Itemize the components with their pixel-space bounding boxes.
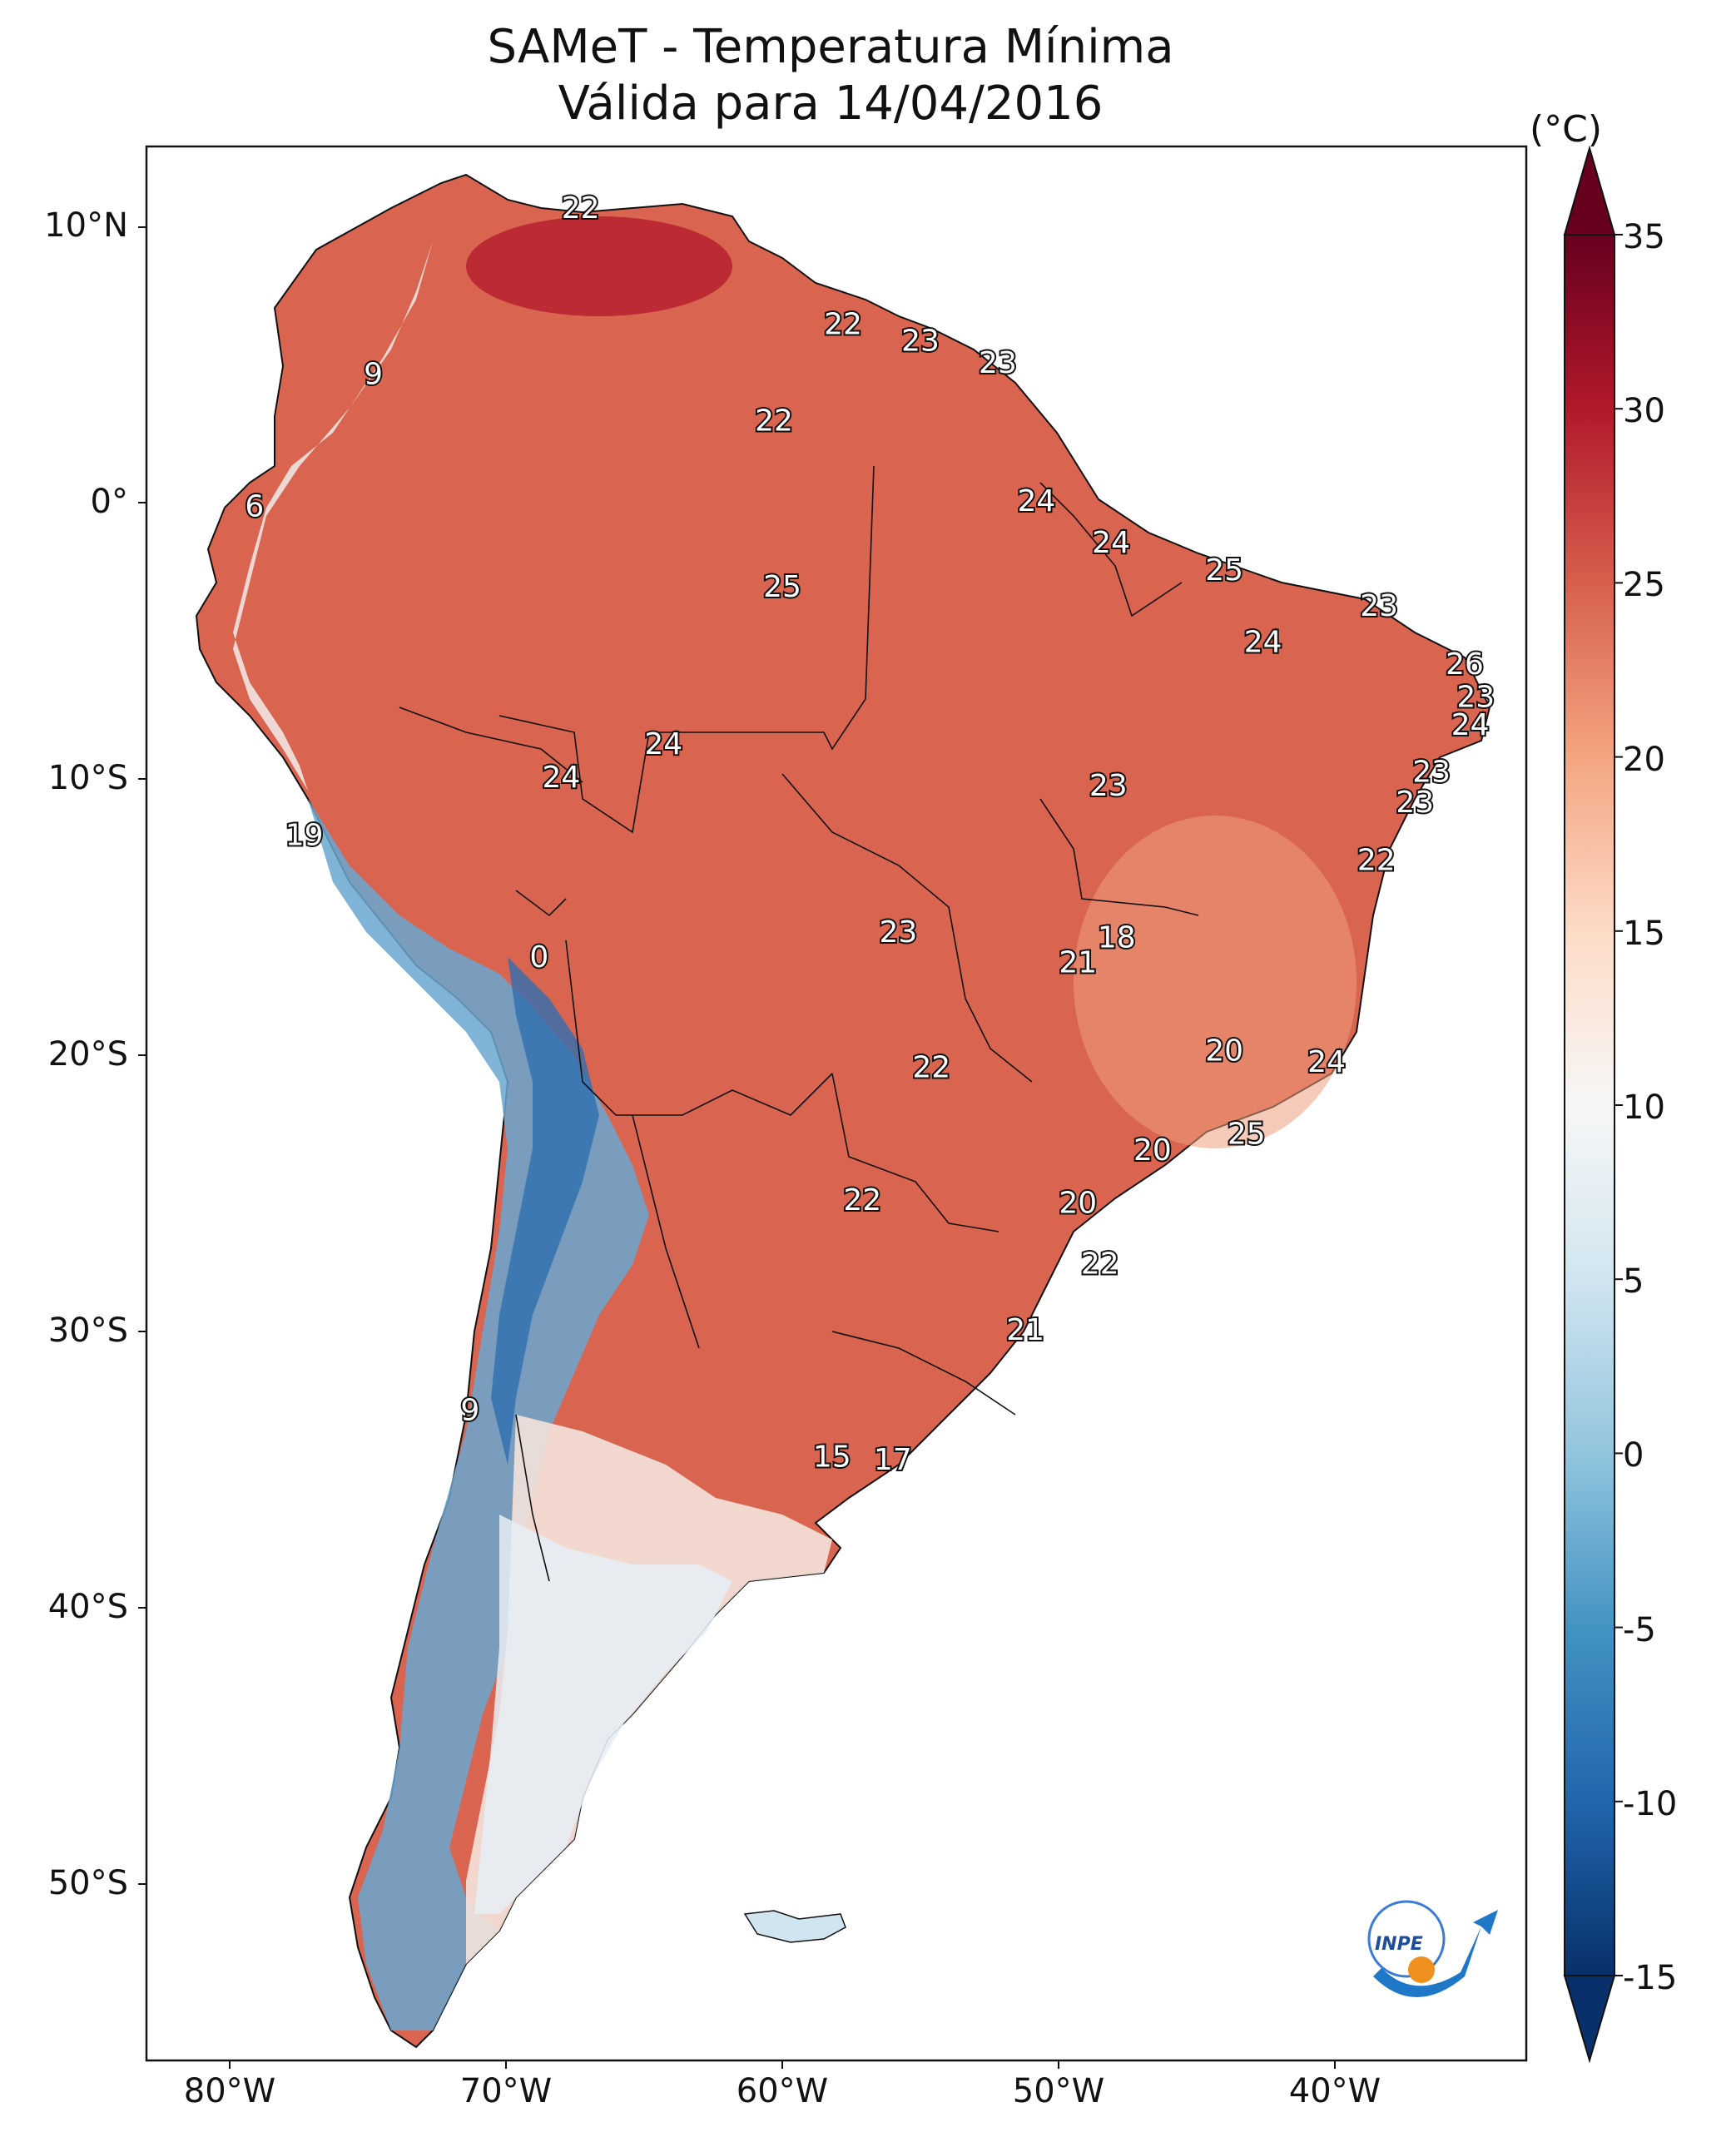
station-temperature-label: 22	[912, 1051, 950, 1085]
station-temperature-label: 23	[979, 346, 1017, 380]
colorbar-unit: (°C)	[1530, 108, 1603, 151]
lat-label-30s: 30°S	[47, 1312, 128, 1350]
colorbar-label: -15	[1623, 1959, 1678, 1997]
logo-text: INPE	[1375, 1934, 1423, 1955]
lat-label-20s: 20°S	[47, 1035, 128, 1074]
figure-title: SAMeT - Temperatura Mínima	[487, 20, 1174, 74]
colorbar-label: 35	[1623, 218, 1665, 256]
lon-label-80w: 80°W	[183, 2072, 276, 2110]
station-temperature-label: 23	[1089, 769, 1128, 803]
lon-label-60w: 60°W	[736, 2072, 829, 2110]
station-temperature-label: 21	[1006, 1313, 1044, 1347]
hot-north-region	[466, 216, 732, 316]
station-temperature-label: 24	[542, 761, 580, 795]
station-temperature-label: 22	[562, 191, 600, 226]
station-temperature-label: 24	[1307, 1045, 1346, 1079]
station-temperature-label: 22	[1081, 1247, 1119, 1281]
falkland-islands	[743, 1910, 846, 1943]
station-temperature-label: 20	[1205, 1034, 1243, 1069]
colorbar-label: 5	[1623, 1262, 1644, 1301]
lat-label-10s: 10°S	[47, 759, 128, 797]
station-temperature-label: 9	[460, 1393, 479, 1427]
station-temperature-label: 20	[1133, 1133, 1172, 1168]
inpe-logo: INPE	[1367, 1900, 1498, 1997]
andes-core	[491, 957, 599, 1465]
station-temperature-label: 23	[1456, 681, 1495, 715]
station-temperature-label: 22	[843, 1183, 881, 1217]
station-temperature-label: 20	[1059, 1186, 1097, 1220]
station-temperature-label: 25	[1228, 1117, 1266, 1151]
lon-label-70w: 70°W	[459, 2072, 553, 2110]
station-temperature-label: 24	[1092, 526, 1130, 560]
colorbar-label: -10	[1623, 1785, 1678, 1823]
station-temperature-label: 23	[901, 324, 940, 358]
station-temperature-label: 26	[1446, 647, 1484, 682]
colorbar-tick-marks	[1614, 234, 1623, 1976]
colorbar-label: 25	[1623, 566, 1665, 604]
station-temperature-label: 22	[755, 404, 793, 439]
station-temperature-label: 22	[824, 308, 862, 342]
lat-label-10n: 10°N	[44, 206, 128, 245]
station-temperature-label: 23	[1396, 786, 1434, 820]
colorbar-label: 10	[1623, 1088, 1665, 1127]
station-temperature-label: 6	[245, 490, 264, 524]
station-temperature-label: 15	[813, 1440, 851, 1475]
station-temperature-label: 22	[1357, 844, 1396, 878]
map-frame	[145, 145, 1528, 2062]
station-temperature-label: 24	[1018, 484, 1056, 518]
interior-warm-light	[1074, 816, 1357, 1148]
lat-label-40s: 40°S	[47, 1588, 128, 1626]
station-temperature-label: 21	[1059, 945, 1097, 979]
station-temperature-label: 17	[874, 1443, 912, 1477]
station-temperature-label: 24	[1451, 708, 1490, 742]
lon-label-40w: 40°W	[1288, 2072, 1381, 2110]
colorbar-bar	[1564, 234, 1615, 1976]
colorbar-label: -5	[1623, 1611, 1656, 1649]
colorbar-label: 15	[1623, 915, 1665, 953]
lon-label-50w: 50°W	[1012, 2072, 1105, 2110]
station-temperature-label: 23	[1412, 755, 1451, 789]
station-temperature-label: 23	[1360, 589, 1398, 623]
country-borders	[399, 465, 1199, 1582]
colorbar-label: 0	[1623, 1436, 1644, 1475]
colorbar-max-arrow	[1563, 145, 1616, 236]
continent-layer	[195, 173, 1491, 2049]
colorbar-label: 20	[1623, 741, 1665, 779]
station-temperature-label: 0	[529, 940, 548, 974]
station-temperature-label: 25	[763, 570, 801, 604]
axis-ticks	[138, 226, 1336, 2069]
station-temperature-label: 9	[364, 357, 383, 391]
lat-label-50s: 50°S	[47, 1864, 128, 1902]
colorbar-label: 30	[1623, 392, 1665, 430]
station-temperature-label: 24	[1244, 625, 1282, 659]
lat-label-0: 0°	[90, 483, 128, 521]
station-temperature-label: 19	[285, 819, 324, 853]
station-temperature-label: 24	[644, 727, 682, 761]
station-temperature-label: 23	[880, 915, 918, 950]
figure-subtitle: Válida para 14/04/2016	[558, 77, 1104, 131]
station-temperature-label: 25	[1205, 553, 1243, 588]
patagonia-white	[474, 1515, 732, 1914]
station-temperature-label: 18	[1098, 921, 1136, 955]
colorbar	[1563, 145, 1623, 2064]
colorbar-min-arrow	[1563, 1975, 1616, 2064]
